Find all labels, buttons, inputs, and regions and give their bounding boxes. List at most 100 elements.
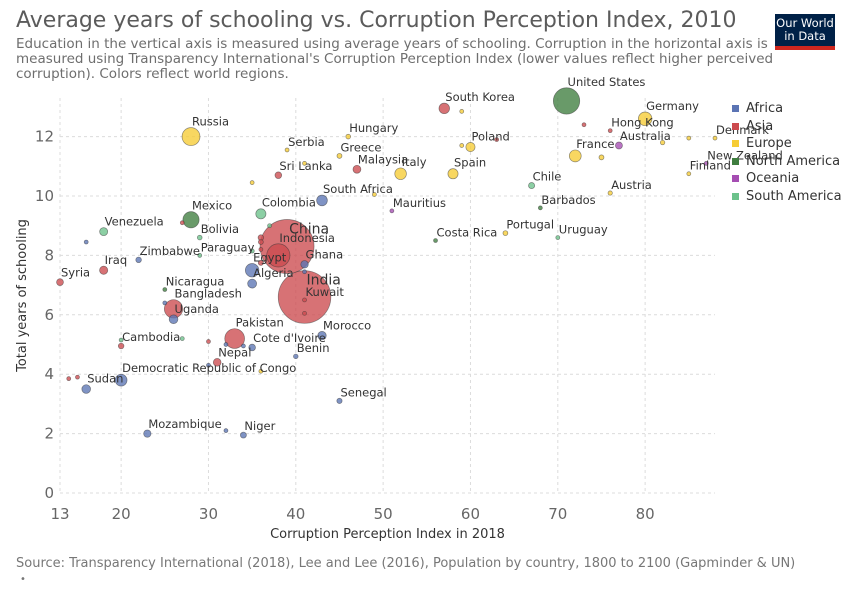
data-point xyxy=(224,328,245,349)
data-point xyxy=(206,362,211,368)
data-point xyxy=(528,182,536,190)
point-label: Venezuela xyxy=(105,215,164,229)
point-label: Syria xyxy=(61,266,90,280)
data-point xyxy=(258,247,264,252)
data-point xyxy=(686,171,692,177)
point-label: Spain xyxy=(454,156,486,170)
point-label: Zimbabwe xyxy=(140,244,200,258)
data-point xyxy=(75,374,80,380)
point-label: Pakistan xyxy=(236,316,284,330)
data-point xyxy=(598,154,605,161)
point-label: South Africa xyxy=(323,182,393,196)
source-note[interactable]: Source: Transparency International (2018… xyxy=(16,556,796,571)
data-point xyxy=(302,310,307,316)
legend-swatch xyxy=(732,175,739,183)
data-point xyxy=(66,376,72,382)
y-tick-label: 4 xyxy=(44,365,54,383)
legend-label: Africa xyxy=(746,101,784,117)
legend-item[interactable]: Europe xyxy=(732,135,842,153)
data-point xyxy=(552,87,581,115)
point-label: Indonesia xyxy=(279,231,335,245)
data-point xyxy=(438,102,450,115)
point-label: Russia xyxy=(192,115,229,129)
point-label: Sudan xyxy=(87,372,123,386)
data-point xyxy=(607,128,613,134)
point-label: Hungary xyxy=(349,121,398,135)
data-point xyxy=(274,171,283,179)
x-tick-label: 50 xyxy=(374,505,393,523)
data-point xyxy=(459,143,465,148)
point-label: Nepal xyxy=(218,345,251,359)
data-point xyxy=(394,167,407,180)
data-point xyxy=(447,168,459,180)
data-point xyxy=(257,259,264,266)
logo-line-2: in Data xyxy=(784,29,826,43)
legend-label: Europe xyxy=(746,136,792,152)
data-point xyxy=(607,190,613,196)
legend-swatch xyxy=(732,105,739,113)
data-point xyxy=(162,287,168,292)
legend-item[interactable]: Asia xyxy=(732,118,842,136)
legend-label: North America xyxy=(746,153,841,169)
y-tick-label: 10 xyxy=(35,187,54,205)
point-label: Morocco xyxy=(323,318,371,332)
data-point xyxy=(162,300,168,306)
x-tick-label: 40 xyxy=(286,505,305,523)
x-tick-label: 70 xyxy=(548,505,567,523)
point-label: China xyxy=(289,221,329,237)
data-point xyxy=(317,331,327,341)
point-label: Democratic Republic of Congo xyxy=(122,361,296,375)
point-label: Austria xyxy=(611,178,652,192)
point-label: Serbia xyxy=(288,135,325,149)
legend-label: Oceania xyxy=(746,171,800,187)
point-label: Senegal xyxy=(340,385,386,399)
data-point xyxy=(135,256,142,264)
point-label: Barbados xyxy=(541,193,595,207)
legend-swatch xyxy=(732,157,739,165)
point-label: Poland xyxy=(471,129,509,143)
chart-subtitle: Education in the vertical axis is measur… xyxy=(16,36,774,82)
point-label: Australia xyxy=(620,129,671,143)
point-label: Sri Lanka xyxy=(279,159,332,173)
point-label: Benin xyxy=(297,341,330,355)
data-point xyxy=(293,353,299,360)
y-tick-label: 12 xyxy=(35,128,54,146)
data-point xyxy=(712,135,718,141)
owid-logo[interactable]: Our World in Data xyxy=(775,14,835,50)
data-point xyxy=(248,343,256,352)
y-tick-label: 6 xyxy=(44,306,54,324)
data-point xyxy=(465,142,476,152)
point-label: Portugal xyxy=(506,218,554,232)
point-label: Bolivia xyxy=(201,222,239,236)
point-label: Ghana xyxy=(306,248,344,262)
point-label: Cote d'Ivoire xyxy=(253,331,326,345)
data-point xyxy=(81,384,91,394)
legend-item[interactable]: Oceania xyxy=(732,170,842,188)
data-point xyxy=(56,278,64,286)
legend-item[interactable]: North America xyxy=(732,153,842,171)
legend: Africa Asia Europe North America Oceania Sout… xyxy=(732,100,842,205)
point-label: Finland xyxy=(690,159,731,173)
point-label: Mozambique xyxy=(148,417,221,431)
y-axis-label: Total years of schooling xyxy=(15,219,30,373)
data-point xyxy=(300,260,309,269)
data-point xyxy=(267,223,272,229)
point-label: France xyxy=(576,137,614,151)
point-label: Costa Rica xyxy=(437,226,498,240)
data-point xyxy=(99,265,109,275)
data-point xyxy=(568,149,582,163)
data-point xyxy=(615,141,623,150)
data-point xyxy=(302,160,307,166)
data-point xyxy=(223,428,229,433)
data-point xyxy=(168,314,179,324)
data-point xyxy=(249,248,255,254)
legend-item[interactable]: Africa xyxy=(732,100,842,118)
legend-item[interactable]: South America xyxy=(732,188,842,206)
data-point xyxy=(114,373,128,387)
x-tick-label: 20 xyxy=(112,505,131,523)
point-label: Kuwait xyxy=(306,285,345,299)
data-point xyxy=(255,208,267,220)
point-label: New Zealand xyxy=(707,148,783,162)
x-tick-label: 13 xyxy=(50,505,69,523)
